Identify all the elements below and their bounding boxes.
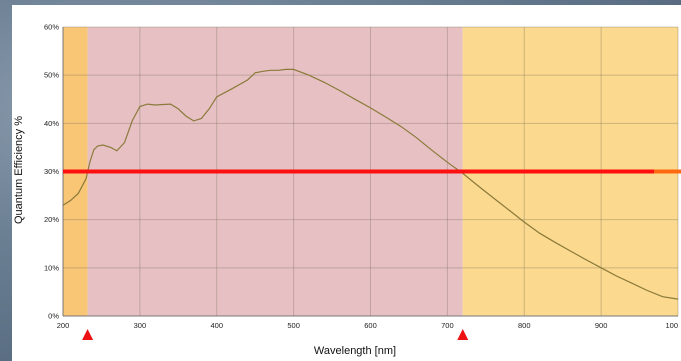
x-tick-label-6: 800 <box>518 321 531 330</box>
y-axis-title: Quantum Efficiency % <box>13 116 25 224</box>
y-tick-label-3: 30% <box>44 167 59 176</box>
x-tick-label-4: 600 <box>364 321 377 330</box>
x-tick-label-1: 300 <box>134 321 147 330</box>
x-tick-label-0: 200 <box>57 321 70 330</box>
y-tick-label-1: 10% <box>44 263 59 272</box>
marker-triangle-0 <box>82 329 94 340</box>
series-line-0 <box>62 68 679 300</box>
y-tick-label-2: 20% <box>44 215 59 224</box>
x-tick-label-5: 700 <box>441 321 454 330</box>
y-tick-label-0: 0% <box>48 312 59 321</box>
x-tick-label-7: 900 <box>595 321 608 330</box>
y-tick-label-6: 60% <box>44 23 59 32</box>
x-tick-label-8: 100 <box>665 321 678 330</box>
x-tick-label-3: 500 <box>287 321 300 330</box>
x-axis-title: Wavelength [nm] <box>314 345 396 357</box>
y-tick-label-5: 50% <box>44 71 59 80</box>
x-tick-label-2: 400 <box>210 321 223 330</box>
series-layer <box>62 68 679 300</box>
marker-layer <box>82 329 469 340</box>
y-tick-label-4: 40% <box>44 119 59 128</box>
marker-triangle-1 <box>457 329 469 340</box>
tick-labels: 200 300 400 500 600 700 800 900 100 0% 10% 20% 30% 40… <box>44 23 678 331</box>
